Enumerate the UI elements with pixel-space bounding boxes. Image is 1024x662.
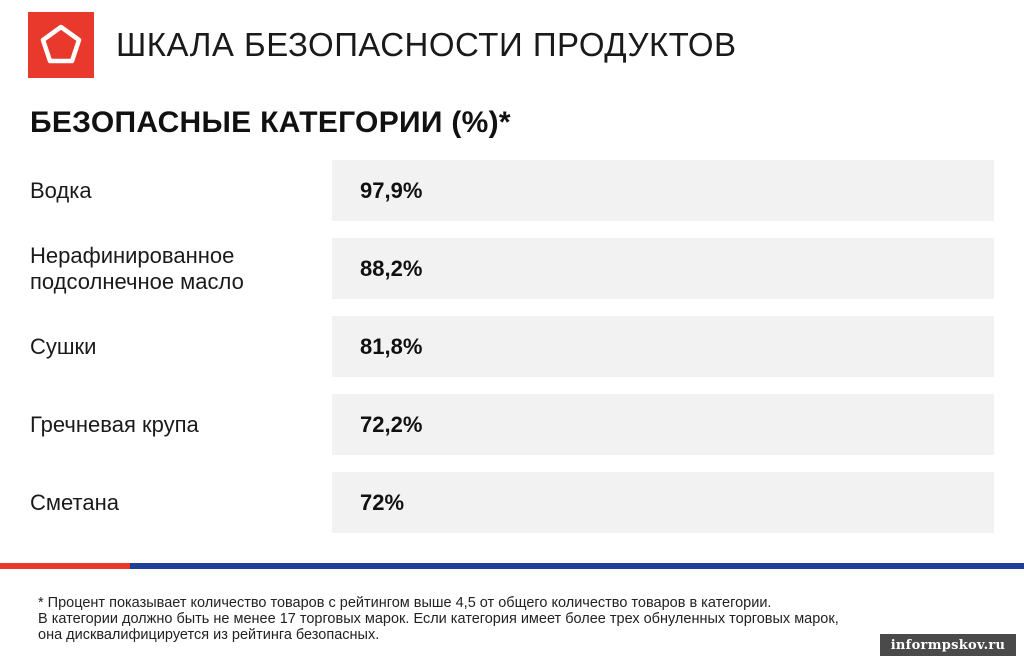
- category-value: 81,8%: [332, 316, 994, 377]
- category-label: Сметана: [30, 489, 119, 515]
- list-item: Гречневая крупа 72,2%: [30, 394, 994, 455]
- footnote-line: она дисквалифицируется из рейтинга безоп…: [38, 627, 380, 643]
- footnote-line: В категории должно быть не менее 17 торг…: [38, 611, 839, 627]
- category-value: 97,9%: [332, 160, 994, 221]
- category-value: 88,2%: [332, 238, 994, 299]
- category-value: 72%: [332, 472, 994, 533]
- category-label: Водка: [30, 177, 92, 203]
- category-label: Нерафинированное подсолнечное масло: [30, 242, 244, 294]
- divider-blue: [130, 563, 1024, 569]
- list-item: Сметана 72%: [30, 472, 994, 533]
- category-value: 72,2%: [332, 394, 994, 455]
- category-label: Сушки: [30, 333, 97, 359]
- category-label: Гречневая крупа: [30, 411, 199, 437]
- footnote-line: * Процент показывает количество товаров …: [38, 595, 772, 611]
- page-title: ШКАЛА БЕЗОПАСНОСТИ ПРОДУКТОВ: [116, 26, 737, 63]
- list-item: Сушки 81,8%: [30, 316, 994, 377]
- header: ШКАЛА БЕЗОПАСНОСТИ ПРОДУКТОВ: [28, 12, 737, 78]
- pentagon-icon: [40, 24, 82, 64]
- category-list: Водка 97,9% Нерафинированное подсолнечно…: [30, 160, 994, 550]
- section-title: БЕЗОПАСНЫЕ КАТЕГОРИИ (%)*: [30, 106, 511, 139]
- footnote: * Процент показывает количество товаров …: [38, 595, 988, 643]
- list-item: Водка 97,9%: [30, 160, 994, 221]
- list-item: Нерафинированное подсолнечное масло 88,2…: [30, 238, 994, 299]
- watermark: informpskov.ru: [880, 634, 1016, 656]
- logo: [28, 12, 94, 78]
- divider-red: [0, 563, 130, 569]
